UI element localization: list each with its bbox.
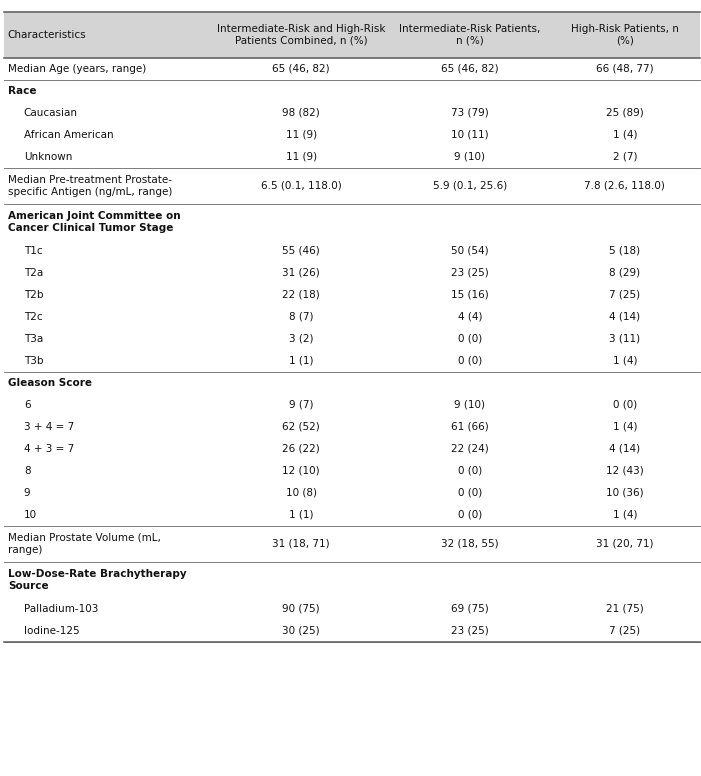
Text: 1 (1): 1 (1) [289,510,313,520]
Text: 4 (14): 4 (14) [609,444,640,454]
Text: 21 (75): 21 (75) [606,604,644,614]
Text: 1 (1): 1 (1) [289,355,313,365]
Text: 22 (24): 22 (24) [451,444,489,454]
Text: 10 (8): 10 (8) [285,487,317,497]
Text: Unknown: Unknown [24,151,72,161]
Text: 23 (25): 23 (25) [451,268,489,278]
Text: 90 (75): 90 (75) [283,604,320,614]
Text: 65 (46, 82): 65 (46, 82) [441,64,498,74]
Text: 6: 6 [24,400,30,410]
Text: 8 (29): 8 (29) [609,268,640,278]
Text: 69 (75): 69 (75) [451,604,489,614]
Text: 3 (11): 3 (11) [609,334,640,344]
Text: 1 (4): 1 (4) [613,421,637,431]
Text: 66 (48, 77): 66 (48, 77) [596,64,653,74]
Text: 0 (0): 0 (0) [613,400,637,410]
Text: 9 (10): 9 (10) [454,400,485,410]
Text: 22 (18): 22 (18) [283,289,320,300]
Text: 9: 9 [24,487,30,497]
Text: 8 (7): 8 (7) [289,312,313,321]
Text: 61 (66): 61 (66) [451,421,489,431]
Text: 4 (4): 4 (4) [458,312,482,321]
Text: 73 (79): 73 (79) [451,108,489,118]
Text: 50 (54): 50 (54) [451,246,489,255]
Text: 9 (10): 9 (10) [454,151,485,161]
Text: 5 (18): 5 (18) [609,246,640,255]
Text: 30 (25): 30 (25) [283,625,320,636]
Text: T3b: T3b [24,355,43,365]
Text: 0 (0): 0 (0) [458,510,482,520]
Text: 31 (26): 31 (26) [283,268,320,278]
Text: 3 (2): 3 (2) [289,334,313,344]
Text: 11 (9): 11 (9) [285,151,317,161]
Text: 23 (25): 23 (25) [451,625,489,636]
Text: 0 (0): 0 (0) [458,466,482,476]
Text: 25 (89): 25 (89) [606,108,644,118]
Text: 1 (4): 1 (4) [613,355,637,365]
Text: 10 (11): 10 (11) [451,130,489,140]
Text: 4 (14): 4 (14) [609,312,640,321]
Text: Caucasian: Caucasian [24,108,78,118]
Text: T2c: T2c [24,312,43,321]
Text: 32 (18, 55): 32 (18, 55) [441,539,498,549]
Text: 26 (22): 26 (22) [283,444,320,454]
Text: 31 (20, 71): 31 (20, 71) [596,539,653,549]
Text: 55 (46): 55 (46) [283,246,320,255]
Text: High-Risk Patients, n
(%): High-Risk Patients, n (%) [571,23,679,46]
Text: 10 (36): 10 (36) [606,487,644,497]
Text: 1 (4): 1 (4) [613,130,637,140]
Text: 31 (18, 71): 31 (18, 71) [272,539,330,549]
Text: Intermediate-Risk Patients,
n (%): Intermediate-Risk Patients, n (%) [399,23,540,46]
Text: 0 (0): 0 (0) [458,334,482,344]
Text: Median Prostate Volume (mL,
range): Median Prostate Volume (mL, range) [8,532,161,555]
Text: 15 (16): 15 (16) [451,289,489,300]
Text: African American: African American [24,130,114,140]
Text: American Joint Committee on
Cancer Clinical Tumor Stage: American Joint Committee on Cancer Clini… [8,210,181,233]
Text: Intermediate-Risk and High-Risk
Patients Combined, n (%): Intermediate-Risk and High-Risk Patients… [217,23,386,46]
Text: Median Pre-treatment Prostate-
specific Antigen (ng/mL, range): Median Pre-treatment Prostate- specific … [8,175,172,196]
Text: T3a: T3a [24,334,43,344]
Text: 12 (43): 12 (43) [606,466,644,476]
Text: 10: 10 [24,510,37,520]
Text: 5.9 (0.1, 25.6): 5.9 (0.1, 25.6) [433,181,507,191]
Text: Palladium-103: Palladium-103 [24,604,98,614]
Text: 7 (25): 7 (25) [609,625,640,636]
Text: T1c: T1c [24,246,43,255]
Text: 8: 8 [24,466,30,476]
Text: 62 (52): 62 (52) [283,421,320,431]
Text: T2b: T2b [24,289,43,300]
Text: Low-Dose-Rate Brachytherapy
Source: Low-Dose-Rate Brachytherapy Source [8,569,187,591]
Text: 65 (46, 82): 65 (46, 82) [272,64,330,74]
Text: 2 (7): 2 (7) [613,151,637,161]
Text: 6.5 (0.1, 118.0): 6.5 (0.1, 118.0) [261,181,341,191]
Text: Race: Race [8,85,37,95]
Text: 12 (10): 12 (10) [283,466,320,476]
Text: Median Age (years, range): Median Age (years, range) [8,64,147,74]
Text: T2a: T2a [24,268,43,278]
Text: 4 + 3 = 7: 4 + 3 = 7 [24,444,74,454]
Text: 11 (9): 11 (9) [285,130,317,140]
Text: Gleason Score: Gleason Score [8,378,93,388]
Text: 1 (4): 1 (4) [613,510,637,520]
Text: 3 + 4 = 7: 3 + 4 = 7 [24,421,74,431]
Text: 0 (0): 0 (0) [458,355,482,365]
Text: 0 (0): 0 (0) [458,487,482,497]
Bar [4,12,700,57]
Text: Iodine-125: Iodine-125 [24,625,79,636]
Text: 7.8 (2.6, 118.0): 7.8 (2.6, 118.0) [585,181,665,191]
Text: 7 (25): 7 (25) [609,289,640,300]
Text: Characteristics: Characteristics [7,29,86,40]
Text: 98 (82): 98 (82) [283,108,320,118]
Text: 9 (7): 9 (7) [289,400,313,410]
